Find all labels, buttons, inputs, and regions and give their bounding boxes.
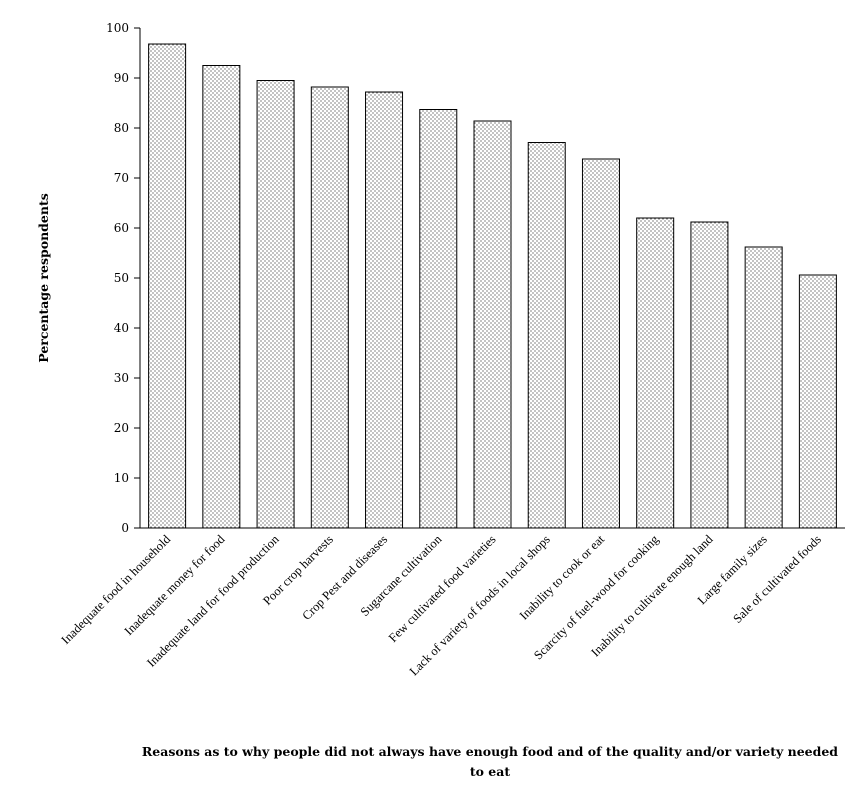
bar: [636, 217, 675, 529]
y-tick-label: 80: [114, 121, 129, 135]
bar: [202, 65, 241, 529]
y-tick-label: 90: [114, 71, 129, 85]
bar: [527, 142, 566, 529]
bar: [690, 221, 729, 529]
y-tick-label: 30: [114, 371, 129, 385]
y-tick-label: 50: [114, 271, 129, 285]
y-tick-label: 100: [106, 21, 129, 35]
y-axis: 0 10 20 30 40 50 60 70 80 90 100: [106, 21, 140, 535]
x-axis-title: Reasons as to why people did not always …: [141, 744, 839, 779]
y-tick-label: 20: [114, 421, 129, 435]
bar: [256, 80, 295, 529]
y-tick-label: 0: [121, 521, 129, 535]
y-tick-label: 10: [114, 471, 129, 485]
x-category-label: Inadequate money for food: [122, 532, 228, 638]
bar: [419, 109, 458, 529]
bars: [148, 43, 837, 529]
bar: [148, 43, 187, 529]
y-tick-label: 40: [114, 321, 129, 335]
y-axis-title: Percentage respondents: [36, 193, 51, 363]
bar: [365, 91, 404, 529]
bar: [310, 86, 349, 529]
bar: [581, 158, 620, 529]
bar: [798, 274, 837, 529]
x-category-label: Few cultivated food varieties: [386, 532, 499, 645]
y-tick-label: 60: [114, 221, 129, 235]
bar: [473, 120, 512, 529]
x-category-label: Sale of cultivated foods: [730, 532, 824, 626]
y-tick-label: 70: [114, 171, 129, 185]
bar: [744, 246, 783, 529]
x-category-label: Inadequate food in household: [59, 532, 174, 647]
